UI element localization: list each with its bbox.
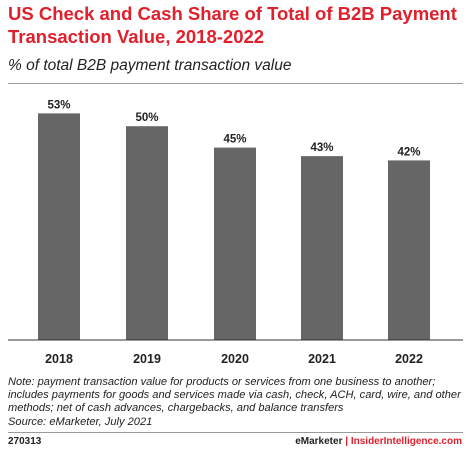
value-labels-group: 53% 50% 45% 43% 42% bbox=[47, 99, 420, 158]
bar-2021 bbox=[301, 156, 343, 340]
source-text: Source: eMarketer, July 2021 bbox=[8, 415, 153, 428]
value-label-2018: 53% bbox=[47, 99, 70, 111]
x-tick-labels-group: 2018 2019 2020 2021 2022 bbox=[45, 352, 423, 366]
brand-insiderintelligence: InsiderIntelligence.com bbox=[350, 436, 462, 447]
footer-divider bbox=[8, 432, 463, 433]
bar-2019 bbox=[126, 126, 168, 340]
bars-group bbox=[38, 113, 430, 341]
x-tick-label-2018: 2018 bbox=[45, 352, 73, 366]
brand-separator: | bbox=[345, 436, 349, 447]
note-text: Note: payment transaction value for prod… bbox=[8, 376, 461, 415]
x-tick-label-2019: 2019 bbox=[133, 352, 161, 366]
value-label-2021: 43% bbox=[310, 142, 333, 154]
top-divider bbox=[8, 83, 463, 84]
chart-subtitle: % of total B2B payment transaction value bbox=[8, 57, 292, 74]
bar-chart: 53% 50% 45% 43% 42% 2018 2019 2020 2021 2022 bbox=[8, 99, 463, 366]
brand-credit: eMarketer | InsiderIntelligence.com bbox=[295, 436, 462, 447]
x-tick-label-2020: 2020 bbox=[221, 352, 249, 366]
bar-2018 bbox=[38, 113, 80, 341]
value-label-2019: 50% bbox=[135, 112, 158, 124]
chart-notes: Note: payment transaction value for prod… bbox=[8, 376, 466, 429]
bar-2022 bbox=[388, 160, 430, 340]
bar-2020 bbox=[214, 147, 256, 340]
chart-title: US Check and Cash Share of Total of B2B … bbox=[8, 3, 457, 47]
value-label-2020: 45% bbox=[223, 134, 246, 146]
x-tick-label-2022: 2022 bbox=[395, 352, 423, 366]
chart-id: 270313 bbox=[8, 436, 42, 447]
brand-emarketer: eMarketer bbox=[295, 436, 343, 447]
x-tick-label-2021: 2021 bbox=[308, 352, 336, 366]
value-label-2022: 42% bbox=[397, 146, 420, 158]
